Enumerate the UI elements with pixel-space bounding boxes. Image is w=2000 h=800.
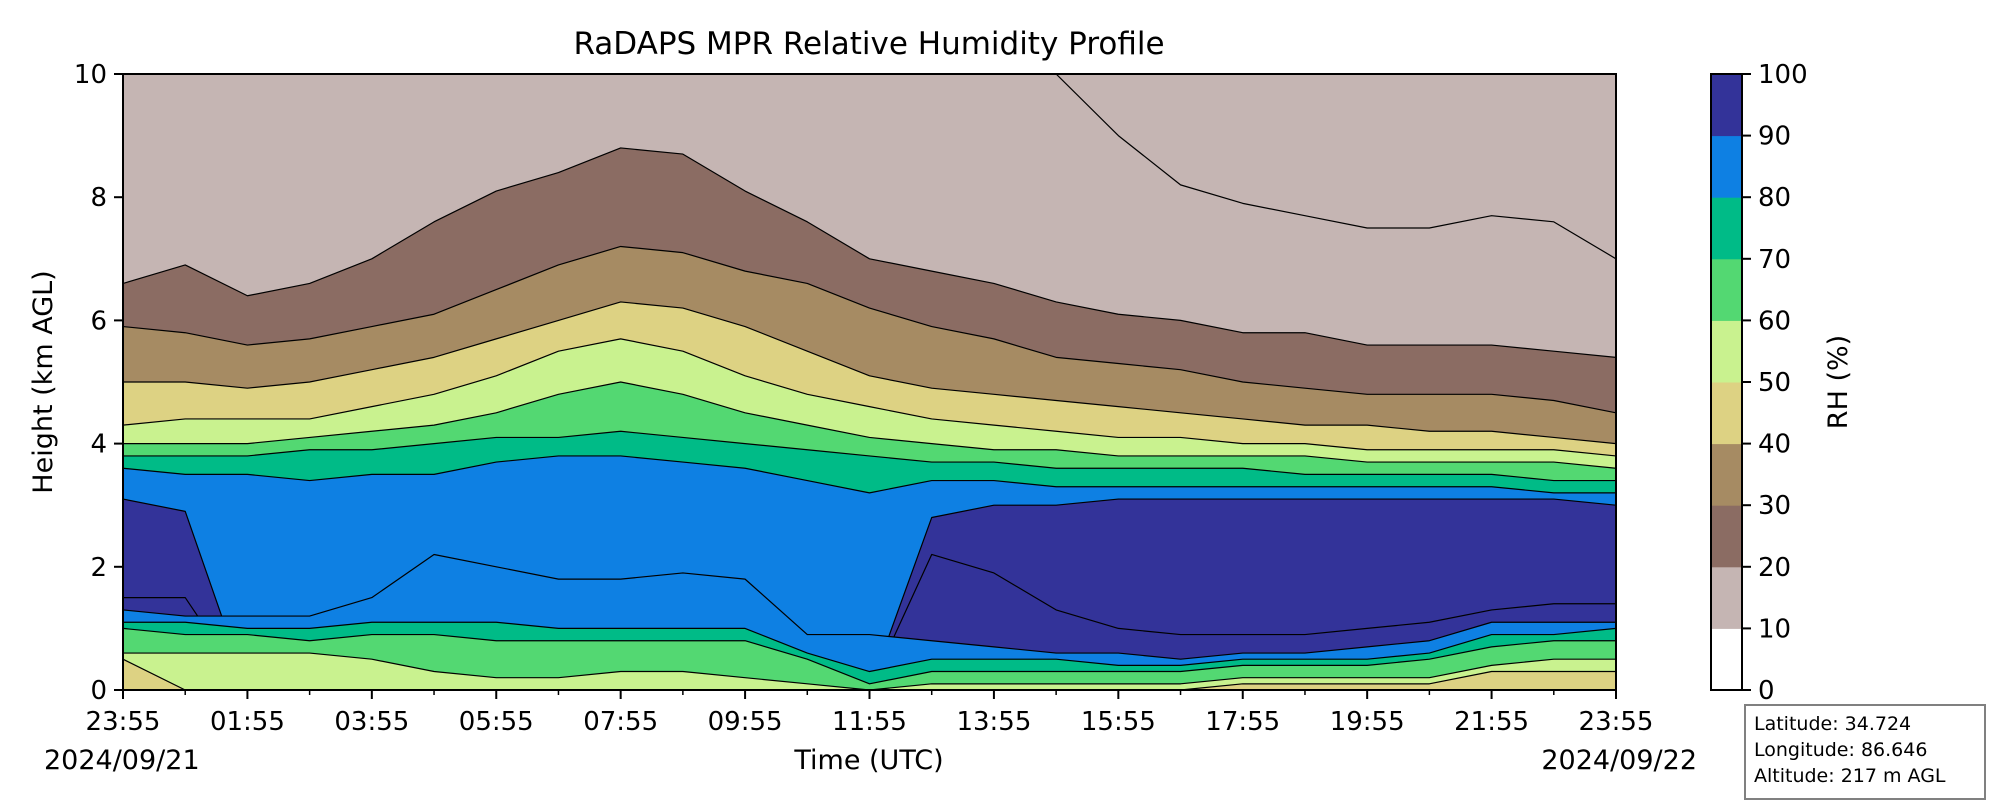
y-tick-label-3: 6 bbox=[90, 306, 107, 336]
humidity-contour-bands bbox=[123, 74, 1616, 690]
colorbar-swatch-0 bbox=[1711, 628, 1742, 691]
x-tick-label-9: 17:55 bbox=[1205, 707, 1280, 737]
colorbar-tick-label-6: 60 bbox=[1758, 306, 1791, 336]
colorbar-tick-label-3: 30 bbox=[1758, 491, 1791, 521]
colorbar: 0 10 20 30 40 50 60 70 80 90 100 bbox=[1710, 60, 1808, 706]
x-tick-label-1: 01:55 bbox=[210, 707, 285, 737]
x-tick-label-10: 19:55 bbox=[1330, 707, 1405, 737]
y-tick-label-0: 0 bbox=[90, 676, 107, 706]
x-axis-label: Time (UTC) bbox=[793, 745, 943, 776]
colorbar-tick-label-5: 50 bbox=[1758, 368, 1791, 398]
plot-area bbox=[122, 73, 1617, 691]
colorbar-tick-label-2: 20 bbox=[1758, 553, 1791, 583]
x-tick-label-5: 09:55 bbox=[708, 707, 783, 737]
colorbar-tick-label-9: 90 bbox=[1758, 122, 1791, 152]
y-tick-label-4: 8 bbox=[90, 183, 107, 213]
latitude-text: Latitude: 34.724 bbox=[1754, 713, 1912, 735]
y-axis: 0 2 4 6 8 10 bbox=[74, 60, 123, 706]
station-info-box: Latitude: 34.724 Longitude: 86.646 Altit… bbox=[1744, 704, 1986, 800]
date-start-label: 2024/09/21 bbox=[44, 745, 200, 776]
x-tick-label-4: 07:55 bbox=[583, 707, 658, 737]
date-end-label: 2024/09/22 bbox=[1541, 745, 1697, 776]
colorbar-swatch-3 bbox=[1711, 443, 1742, 506]
x-tick-label-2: 03:55 bbox=[334, 707, 409, 737]
x-tick-label-3: 05:55 bbox=[459, 707, 534, 737]
colorbar-swatch-9 bbox=[1711, 74, 1742, 137]
contour-band-50-13 bbox=[123, 652, 1616, 690]
y-tick-label-5: 10 bbox=[74, 60, 107, 90]
x-tick-label-11: 21:55 bbox=[1454, 707, 1529, 737]
colorbar-swatch-7 bbox=[1711, 197, 1742, 260]
colorbar-label: RH (%) bbox=[1823, 335, 1854, 429]
x-tick-label-12: 23:55 bbox=[1579, 707, 1654, 737]
y-tick-label-2: 4 bbox=[90, 430, 107, 460]
colorbar-tick-label-7: 70 bbox=[1758, 245, 1791, 275]
x-axis: 23:55 01:55 03:55 05:55 07:55 09:55 11:55 13:55… bbox=[86, 690, 1654, 737]
x-tick-label-0: 23:55 bbox=[86, 707, 161, 737]
contour-band-60-12 bbox=[123, 627, 1616, 690]
colorbar-tick-label-10: 100 bbox=[1758, 60, 1808, 90]
colorbar-tick-label-1: 10 bbox=[1758, 614, 1791, 644]
colorbar-tick-label-8: 80 bbox=[1758, 183, 1791, 213]
y-axis-label: Height (km AGL) bbox=[28, 270, 59, 493]
altitude-text: Altitude: 217 m AGL bbox=[1754, 765, 1946, 787]
x-tick-label-8: 15:55 bbox=[1081, 707, 1156, 737]
colorbar-swatch-2 bbox=[1711, 505, 1742, 568]
colorbar-tick-label-4: 40 bbox=[1758, 430, 1791, 460]
x-tick-label-7: 13:55 bbox=[956, 707, 1031, 737]
longitude-text: Longitude: 86.646 bbox=[1754, 739, 1928, 761]
colorbar-swatch-8 bbox=[1711, 135, 1742, 198]
y-tick-label-1: 2 bbox=[90, 553, 107, 583]
contour-band-40-14 bbox=[123, 658, 1616, 690]
colorbar-swatch-5 bbox=[1711, 320, 1742, 383]
chart-title: RaDAPS MPR Relative Humidity Profile bbox=[573, 26, 1164, 62]
colorbar-swatch-1 bbox=[1711, 566, 1742, 629]
colorbar-swatch-4 bbox=[1711, 382, 1742, 445]
colorbar-swatch-6 bbox=[1711, 258, 1742, 321]
colorbar-tick-label-0: 0 bbox=[1758, 676, 1775, 706]
x-tick-label-6: 11:55 bbox=[832, 707, 907, 737]
